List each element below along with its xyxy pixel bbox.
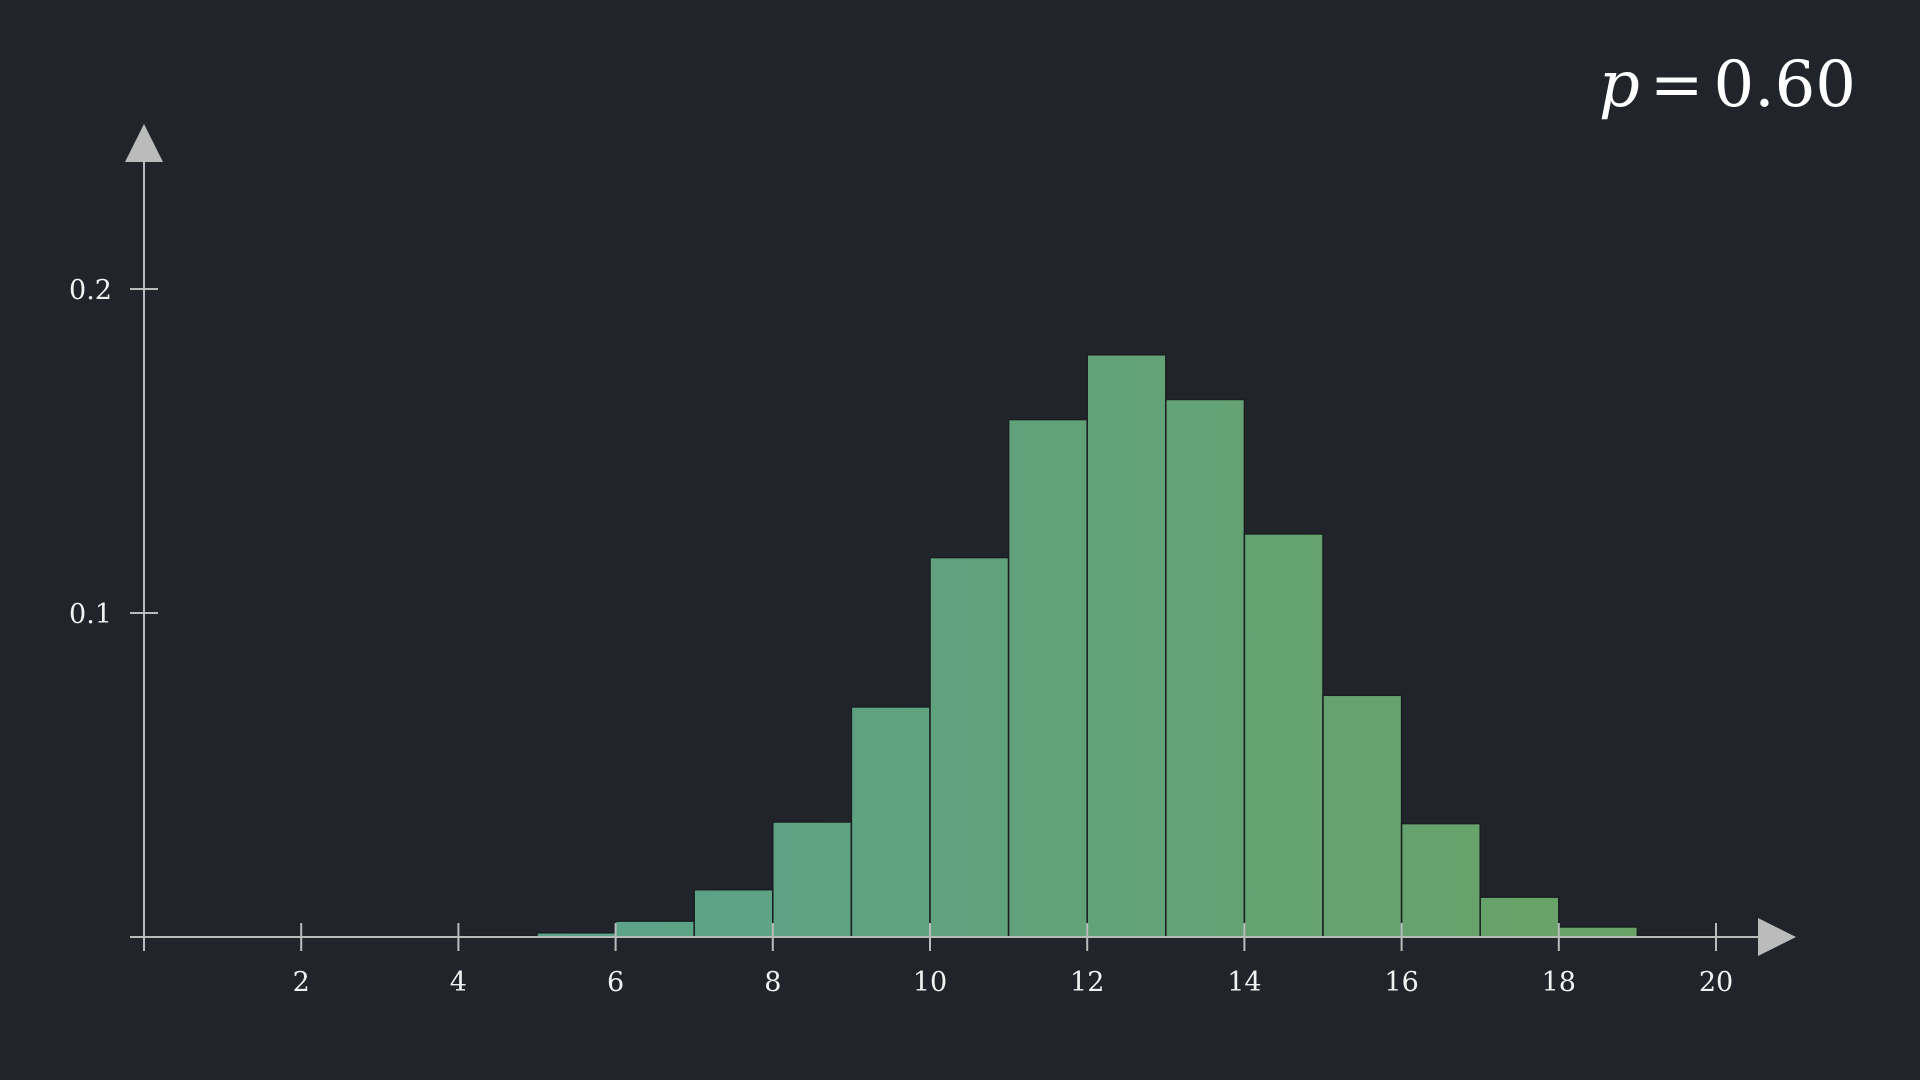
bar-15 (1322, 694, 1403, 938)
y-tick-label-0.1: 0.1 (69, 599, 112, 630)
y-tick-label-0.2: 0.2 (69, 275, 112, 306)
y-axis-arrow-icon (125, 124, 163, 162)
bar-6 (614, 920, 695, 938)
ticks-group: 2 4 6 8 10 12 14 16 18 20 0.1 0.2 (69, 275, 1733, 998)
x-tick-label-12: 12 (1070, 967, 1104, 998)
bar-11 (1007, 418, 1088, 938)
x-tick-label-6: 6 (607, 967, 624, 998)
bar-18 (1558, 926, 1639, 938)
bar-16 (1400, 822, 1481, 938)
bar-7 (693, 888, 774, 938)
x-tick-label-18: 18 (1542, 967, 1576, 998)
parameter-label: p = 0.60 (1599, 48, 1856, 122)
x-tick-label-4: 4 (450, 967, 467, 998)
x-tick-label-8: 8 (764, 967, 781, 998)
bar-17 (1479, 896, 1560, 938)
x-axis-arrow-icon (1758, 918, 1796, 956)
bar-12 (1086, 354, 1167, 938)
x-tick-label-2: 2 (293, 967, 310, 998)
bar-8 (772, 821, 853, 938)
axes-group (125, 124, 1796, 956)
parameter-value: 0.60 (1713, 48, 1857, 122)
bar-9 (850, 706, 931, 938)
x-tick-label-10: 10 (913, 967, 947, 998)
x-tick-label-16: 16 (1384, 967, 1418, 998)
parameter-equals: = (1649, 48, 1704, 122)
bar-13 (1165, 398, 1246, 938)
parameter-symbol: p (1598, 48, 1640, 122)
x-tick-label-20: 20 (1699, 967, 1733, 998)
x-tick-label-14: 14 (1227, 967, 1261, 998)
bars-group (143, 354, 1717, 939)
bar-14 (1243, 533, 1324, 938)
bar-10 (929, 556, 1010, 938)
